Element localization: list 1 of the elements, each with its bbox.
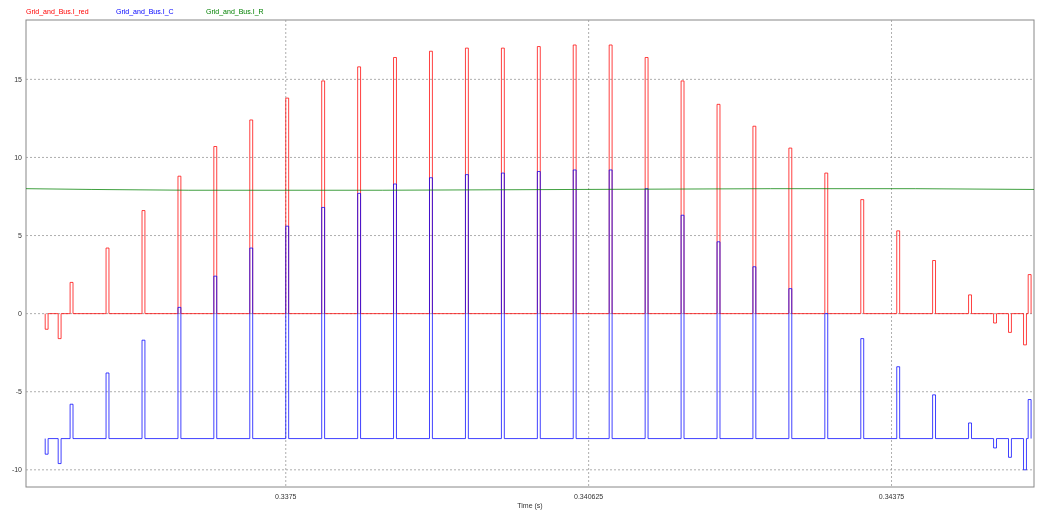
line-series: [44, 169, 1032, 471]
